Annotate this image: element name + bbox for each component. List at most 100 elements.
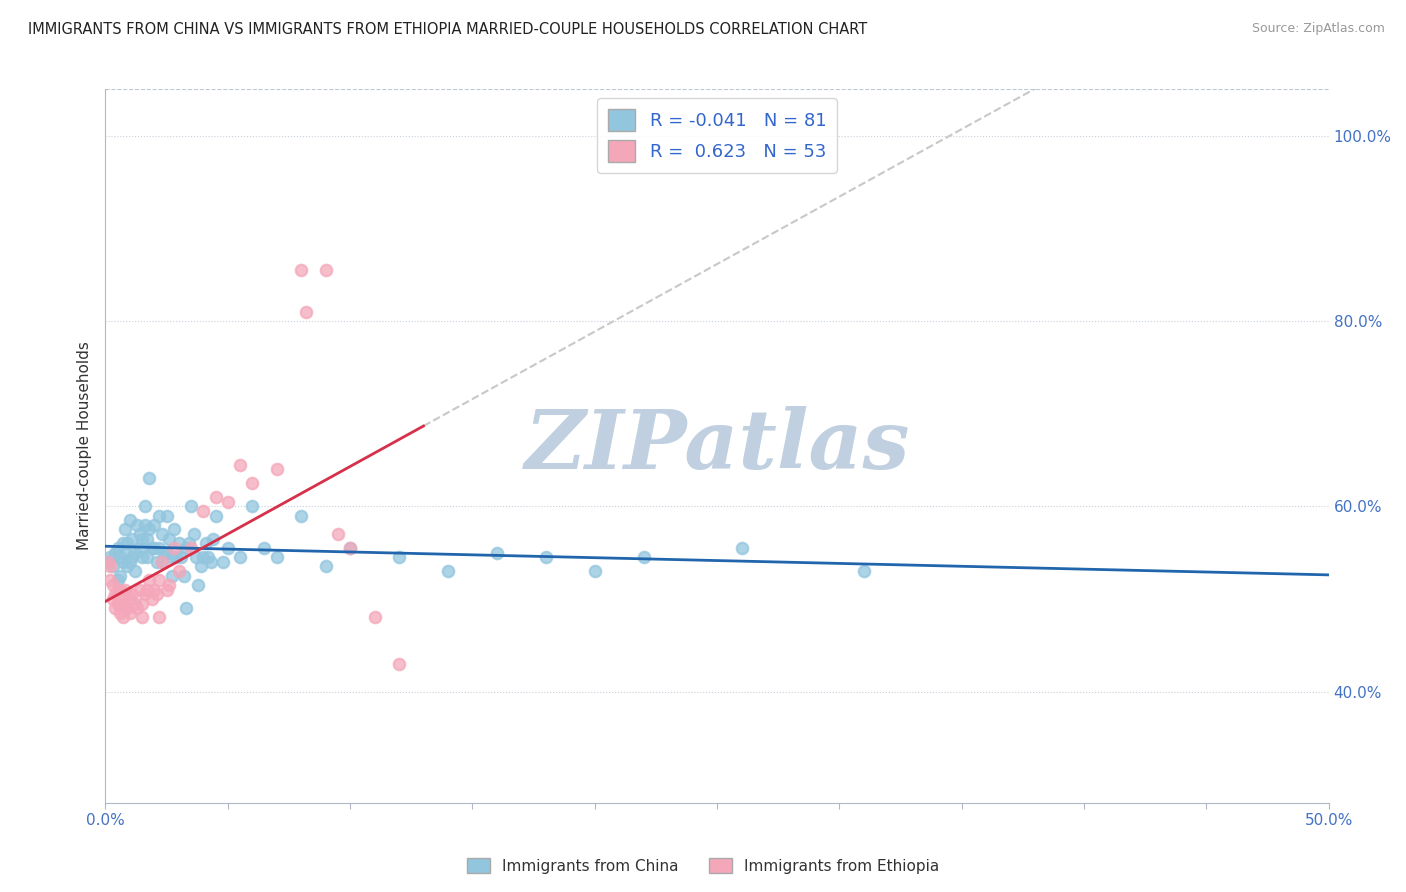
- Point: [170, 550, 193, 565]
- Point: [114, 523, 136, 537]
- Point: [180, 500, 202, 514]
- Point: [128, 527, 150, 541]
- Point: [98, 559, 121, 574]
- Point: [108, 582, 131, 597]
- Point: [114, 545, 136, 559]
- Point: [128, 541, 150, 555]
- Point: [229, 550, 252, 565]
- Point: [388, 657, 411, 671]
- Point: [156, 508, 179, 523]
- Point: [150, 527, 173, 541]
- Point: [339, 541, 361, 555]
- Point: [212, 555, 235, 569]
- Point: [633, 550, 655, 565]
- Point: [138, 523, 160, 537]
- Point: [157, 532, 180, 546]
- Point: [111, 536, 134, 550]
- Point: [127, 517, 149, 532]
- Point: [134, 500, 156, 514]
- Point: [98, 574, 121, 588]
- Point: [173, 568, 195, 582]
- Point: [131, 597, 153, 611]
- Point: [107, 574, 129, 588]
- Point: [131, 532, 153, 546]
- Y-axis label: Married-couple Households: Married-couple Households: [77, 342, 93, 550]
- Point: [315, 559, 337, 574]
- Point: [146, 555, 169, 569]
- Point: [136, 550, 159, 565]
- Point: [111, 555, 134, 569]
- Point: [108, 597, 131, 611]
- Point: [165, 550, 187, 565]
- Point: [107, 582, 129, 597]
- Point: [117, 587, 139, 601]
- Point: [157, 578, 180, 592]
- Point: [134, 517, 156, 532]
- Point: [156, 582, 179, 597]
- Point: [184, 550, 207, 565]
- Legend: Immigrants from China, Immigrants from Ethiopia: Immigrants from China, Immigrants from E…: [461, 852, 945, 880]
- Point: [852, 564, 875, 578]
- Point: [150, 555, 173, 569]
- Point: [121, 550, 143, 565]
- Point: [193, 550, 215, 565]
- Point: [124, 564, 146, 578]
- Point: [108, 550, 131, 565]
- Point: [131, 610, 153, 624]
- Point: [131, 550, 153, 565]
- Point: [138, 471, 160, 485]
- Point: [98, 550, 121, 565]
- Point: [146, 587, 169, 601]
- Legend: R = -0.041   N = 81, R =  0.623   N = 53: R = -0.041 N = 81, R = 0.623 N = 53: [598, 98, 837, 173]
- Point: [128, 582, 150, 597]
- Point: [148, 508, 170, 523]
- Point: [160, 568, 183, 582]
- Point: [114, 601, 136, 615]
- Point: [163, 541, 186, 555]
- Point: [174, 541, 197, 555]
- Point: [118, 591, 141, 606]
- Point: [107, 597, 129, 611]
- Point: [200, 555, 222, 569]
- Point: [160, 550, 183, 565]
- Point: [240, 476, 263, 491]
- Point: [138, 574, 160, 588]
- Point: [153, 545, 176, 559]
- Point: [143, 582, 166, 597]
- Point: [143, 541, 166, 555]
- Text: ZIPatlas: ZIPatlas: [524, 406, 910, 486]
- Point: [101, 578, 124, 592]
- Point: [108, 606, 131, 620]
- Point: [108, 568, 131, 582]
- Point: [117, 536, 139, 550]
- Point: [204, 508, 226, 523]
- Point: [97, 555, 120, 569]
- Point: [104, 587, 127, 601]
- Point: [148, 541, 170, 555]
- Point: [104, 545, 127, 559]
- Point: [363, 610, 385, 624]
- Point: [266, 462, 288, 476]
- Point: [148, 574, 170, 588]
- Point: [124, 545, 146, 559]
- Point: [295, 304, 318, 318]
- Point: [150, 555, 173, 569]
- Point: [534, 550, 557, 565]
- Point: [124, 597, 146, 611]
- Point: [121, 587, 143, 601]
- Point: [194, 536, 217, 550]
- Point: [118, 555, 141, 569]
- Point: [326, 527, 349, 541]
- Point: [117, 559, 139, 574]
- Point: [485, 545, 508, 559]
- Point: [136, 532, 159, 546]
- Point: [229, 458, 252, 472]
- Text: IMMIGRANTS FROM CHINA VS IMMIGRANTS FROM ETHIOPIA MARRIED-COUPLE HOUSEHOLDS CORR: IMMIGRANTS FROM CHINA VS IMMIGRANTS FROM…: [28, 22, 868, 37]
- Point: [180, 541, 202, 555]
- Point: [134, 587, 156, 601]
- Point: [183, 527, 205, 541]
- Point: [101, 591, 124, 606]
- Point: [117, 601, 139, 615]
- Point: [118, 606, 141, 620]
- Point: [217, 494, 239, 508]
